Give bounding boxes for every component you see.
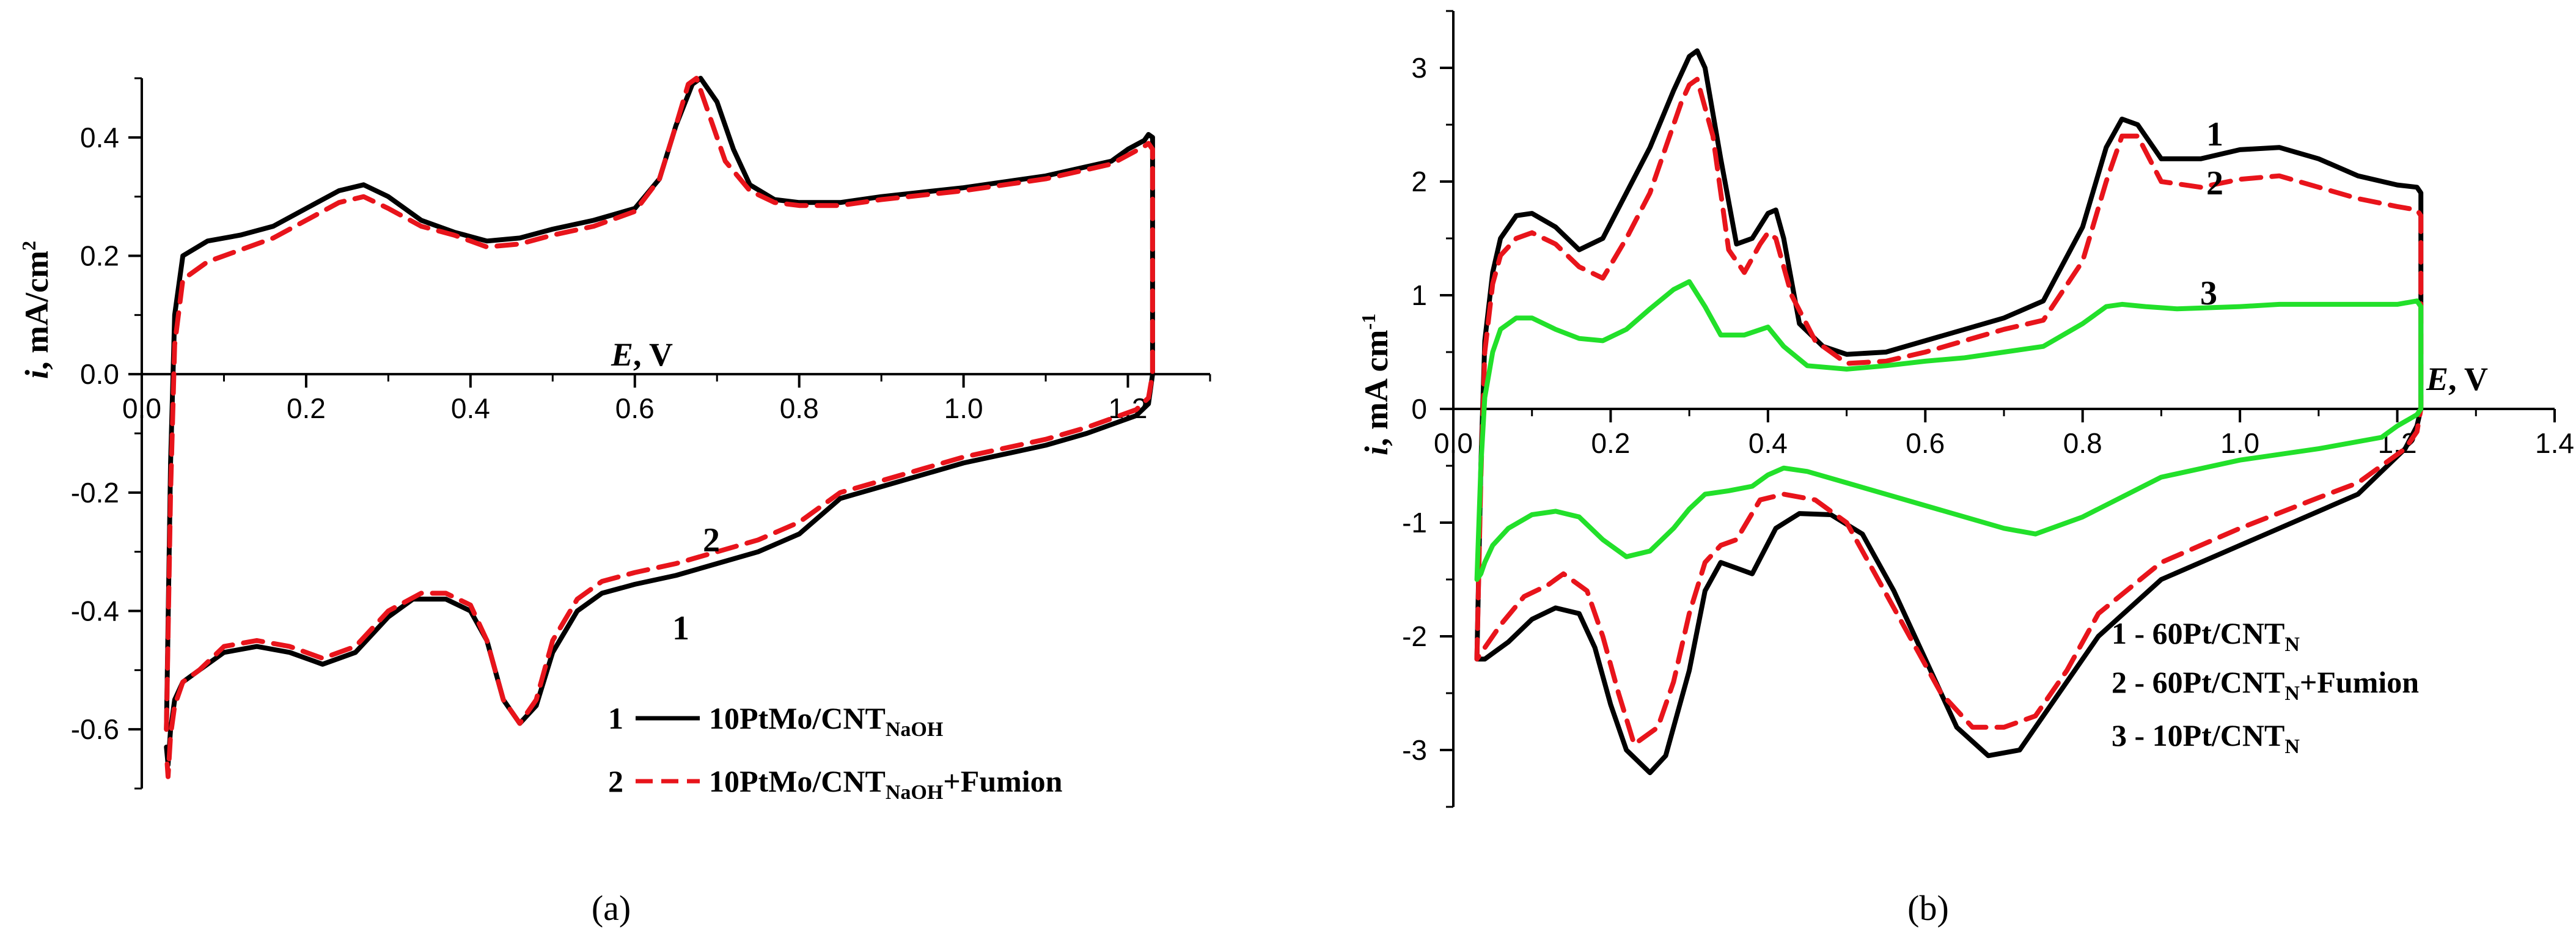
- panel-a-legend: 1 10PtMo/CNTNaOH 2 10PtMo/CNTNaOH+Fumion: [608, 701, 1063, 804]
- panel-a-label: (a): [592, 888, 631, 928]
- panel-a-x-tick-label: 0.2: [287, 392, 326, 424]
- panel-a-x-tick-label: 0.8: [780, 392, 819, 424]
- panel-a-y-tick-label: 0.4: [80, 122, 119, 153]
- panel-b-y-tick-label: 0: [1411, 393, 1427, 425]
- panel-a-legend-entry-2: 2 10PtMo/CNTNaOH+Fumion: [608, 764, 1063, 804]
- panel-a-y-axis-title: i, mA/cm2: [18, 241, 55, 379]
- panel-b-series-3-line: [1474, 279, 2424, 582]
- panel-b-x-axis-title: E, V: [2426, 361, 2488, 397]
- panel-b-x-tick-label: 0.2: [1591, 427, 1630, 459]
- legend-b-3: 3 - 10Pt/CNTN: [2112, 718, 2300, 758]
- panel-b-x-tick-label: 0.6: [1906, 427, 1945, 459]
- panel-a-x-tick-label: 0.4: [451, 392, 490, 424]
- panel-a-axes: [141, 78, 1210, 789]
- panel-a-y-tick-label: 0.0: [80, 358, 119, 390]
- panel-a-curve-label-1: 1: [672, 609, 689, 647]
- panel-a-series-2-line: [164, 76, 1155, 779]
- panel-a-legend-entry-1: 1 10PtMo/CNTNaOH: [608, 701, 943, 741]
- panel-b-x-tick-label: 1.4: [2535, 427, 2574, 459]
- panel-a-chart: 0.0 0.2 0.4 0.6 0.8 1.0 1.2-0.6-0.4-0.20.00.20…: [18, 76, 1211, 928]
- panel-a-series: [164, 76, 1155, 779]
- legend-a-1-num: 1: [608, 701, 623, 735]
- panel-b-x-tick-label: 0.8: [2063, 427, 2102, 459]
- panel-b-series: [1474, 48, 2424, 776]
- legend-a-2-num: 2: [608, 764, 623, 798]
- panel-b-y-tick-label: 2: [1411, 166, 1427, 197]
- panel-b-series-1-line: [1474, 48, 2424, 776]
- panel-a-x-tick-label: 1.0: [944, 392, 983, 424]
- panel-b-x-tick-label: 0.4: [1749, 427, 1788, 459]
- panel-a-curve-label-2: 2: [703, 521, 720, 559]
- panel-a-y-tick-label: -0.6: [71, 713, 119, 745]
- legend-b-2: 2 - 60Pt/CNTN+Fumion: [2112, 665, 2419, 705]
- panel-b-series-2-line: [1474, 76, 2424, 747]
- panel-a-x-tick-label: 0.6: [615, 392, 655, 424]
- legend-a-2-label: 10PtMo/CNTNaOH+Fumion: [709, 764, 1063, 804]
- panel-b-x-tick-label: 0.0: [1434, 427, 1473, 459]
- panel-b-y-tick-label: -3: [1402, 734, 1427, 766]
- panel-b-y-tick-label: -2: [1402, 620, 1427, 652]
- panel-a-ticks: 0.0 0.2 0.4 0.6 0.8 1.0 1.2-0.6-0.4-0.20.00.20…: [71, 77, 1211, 790]
- legend-b-1: 1 - 60Pt/CNTN: [2112, 616, 2300, 656]
- panel-b-legend: 1 - 60Pt/CNTN 2 - 60Pt/CNTN+Fumion 3 - 1…: [2112, 616, 2419, 758]
- panel-a-y-tick-label: -0.2: [71, 477, 119, 509]
- legend-a-1-label: 10PtMo/CNTNaOH: [709, 701, 943, 741]
- panel-b-y-tick-label: 1: [1411, 279, 1427, 311]
- panel-a-y-tick-label: -0.4: [71, 595, 119, 627]
- panel-b-y-tick-label: -1: [1402, 507, 1427, 539]
- panel-a-y-tick-label: 0.2: [80, 240, 119, 272]
- panel-b-y-axis-title: i, mA cm-1: [1357, 314, 1395, 455]
- panel-b-curve-label-2: 2: [2206, 164, 2223, 202]
- panel-a-x-axis-title: E, V: [611, 336, 673, 373]
- panel-b-x-tick-label: 1.0: [2220, 427, 2259, 459]
- panel-b-y-tick-label: 3: [1411, 52, 1427, 84]
- panel-b-curve-label-1: 1: [2206, 116, 2223, 153]
- panel-b-label: (b): [1907, 888, 1949, 928]
- panel-b-curve-label-3: 3: [2200, 274, 2217, 312]
- panel-a-x-tick-label: 0.0: [122, 392, 161, 424]
